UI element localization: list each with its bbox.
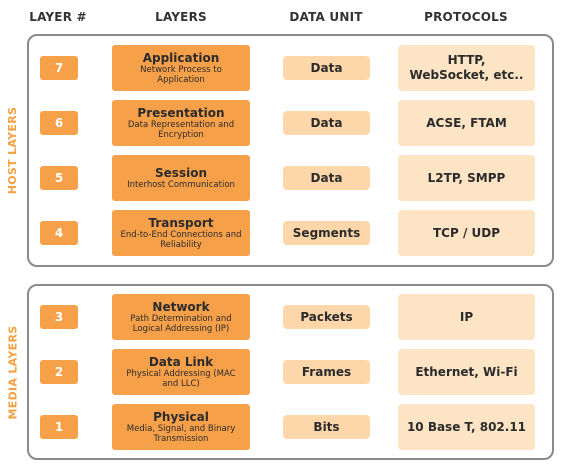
layer-row-3: 3 Network Path Determination and Logical… <box>0 294 566 340</box>
layer-name: Network <box>152 300 210 314</box>
layer-number: 1 <box>40 415 78 439</box>
layer-name: Transport <box>148 216 214 230</box>
layer-description: Data Representation and Encryption <box>127 120 235 140</box>
layer-row-5: 5 Session Interhost Communication Data L… <box>0 155 566 201</box>
layer-description: Media, Signal, and Binary Transmission <box>126 424 236 444</box>
data-unit: Bits <box>283 415 370 439</box>
layer-number: 3 <box>40 305 78 329</box>
protocols: 10 Base T, 802.11 <box>398 404 535 450</box>
layer-name: Data Link <box>148 355 214 369</box>
data-unit: Data <box>283 56 370 80</box>
header-layer-number: LAYER # <box>29 10 87 24</box>
layer-description: Interhost Communication <box>127 180 235 190</box>
protocols: IP <box>398 294 535 340</box>
header-data-unit: DATA UNIT <box>289 10 363 24</box>
layer-row-6: 6 Presentation Data Representation and E… <box>0 100 566 146</box>
layer-box: Presentation Data Representation and Enc… <box>112 100 250 146</box>
layer-number: 2 <box>40 360 78 384</box>
layer-box: Physical Media, Signal, and Binary Trans… <box>112 404 250 450</box>
layer-number: 5 <box>40 166 78 190</box>
layer-number: 7 <box>40 56 78 80</box>
protocols: ACSE, FTAM <box>398 100 535 146</box>
layer-box: Data Link Physical Addressing (MAC and L… <box>112 349 250 395</box>
layer-name: Application <box>142 51 220 65</box>
layer-box: Session Interhost Communication <box>112 155 250 201</box>
layer-name: Presentation <box>137 106 225 120</box>
header-protocols: PROTOCOLS <box>424 10 508 24</box>
layer-description: Network Process to Application <box>140 65 222 85</box>
layer-number: 4 <box>40 221 78 245</box>
layer-row-1: 1 Physical Media, Signal, and Binary Tra… <box>0 404 566 450</box>
layer-box: Transport End-to-End Connections and Rel… <box>112 210 250 256</box>
layer-box: Application Network Process to Applicati… <box>112 45 250 91</box>
protocols: Ethernet, Wi-Fi <box>398 349 535 395</box>
header-layers: LAYERS <box>155 10 207 24</box>
layer-number: 6 <box>40 111 78 135</box>
layer-name: Physical <box>153 410 209 424</box>
layer-description: End-to-End Connections and Reliability <box>120 230 242 250</box>
protocols: L2TP, SMPP <box>398 155 535 201</box>
layer-name: Session <box>155 166 207 180</box>
layer-row-7: 7 Application Network Process to Applica… <box>0 45 566 91</box>
data-unit: Frames <box>283 360 370 384</box>
data-unit: Segments <box>283 221 370 245</box>
protocols: TCP / UDP <box>398 210 535 256</box>
layer-description: Path Determination and Logical Addressin… <box>130 314 232 334</box>
layer-description: Physical Addressing (MAC and LLC) <box>126 369 236 389</box>
data-unit: Packets <box>283 305 370 329</box>
data-unit: Data <box>283 111 370 135</box>
layer-row-4: 4 Transport End-to-End Connections and R… <box>0 210 566 256</box>
data-unit: Data <box>283 166 370 190</box>
layer-box: Network Path Determination and Logical A… <box>112 294 250 340</box>
protocols: HTTP, WebSocket, etc.. <box>398 45 535 91</box>
layer-row-2: 2 Data Link Physical Addressing (MAC and… <box>0 349 566 395</box>
